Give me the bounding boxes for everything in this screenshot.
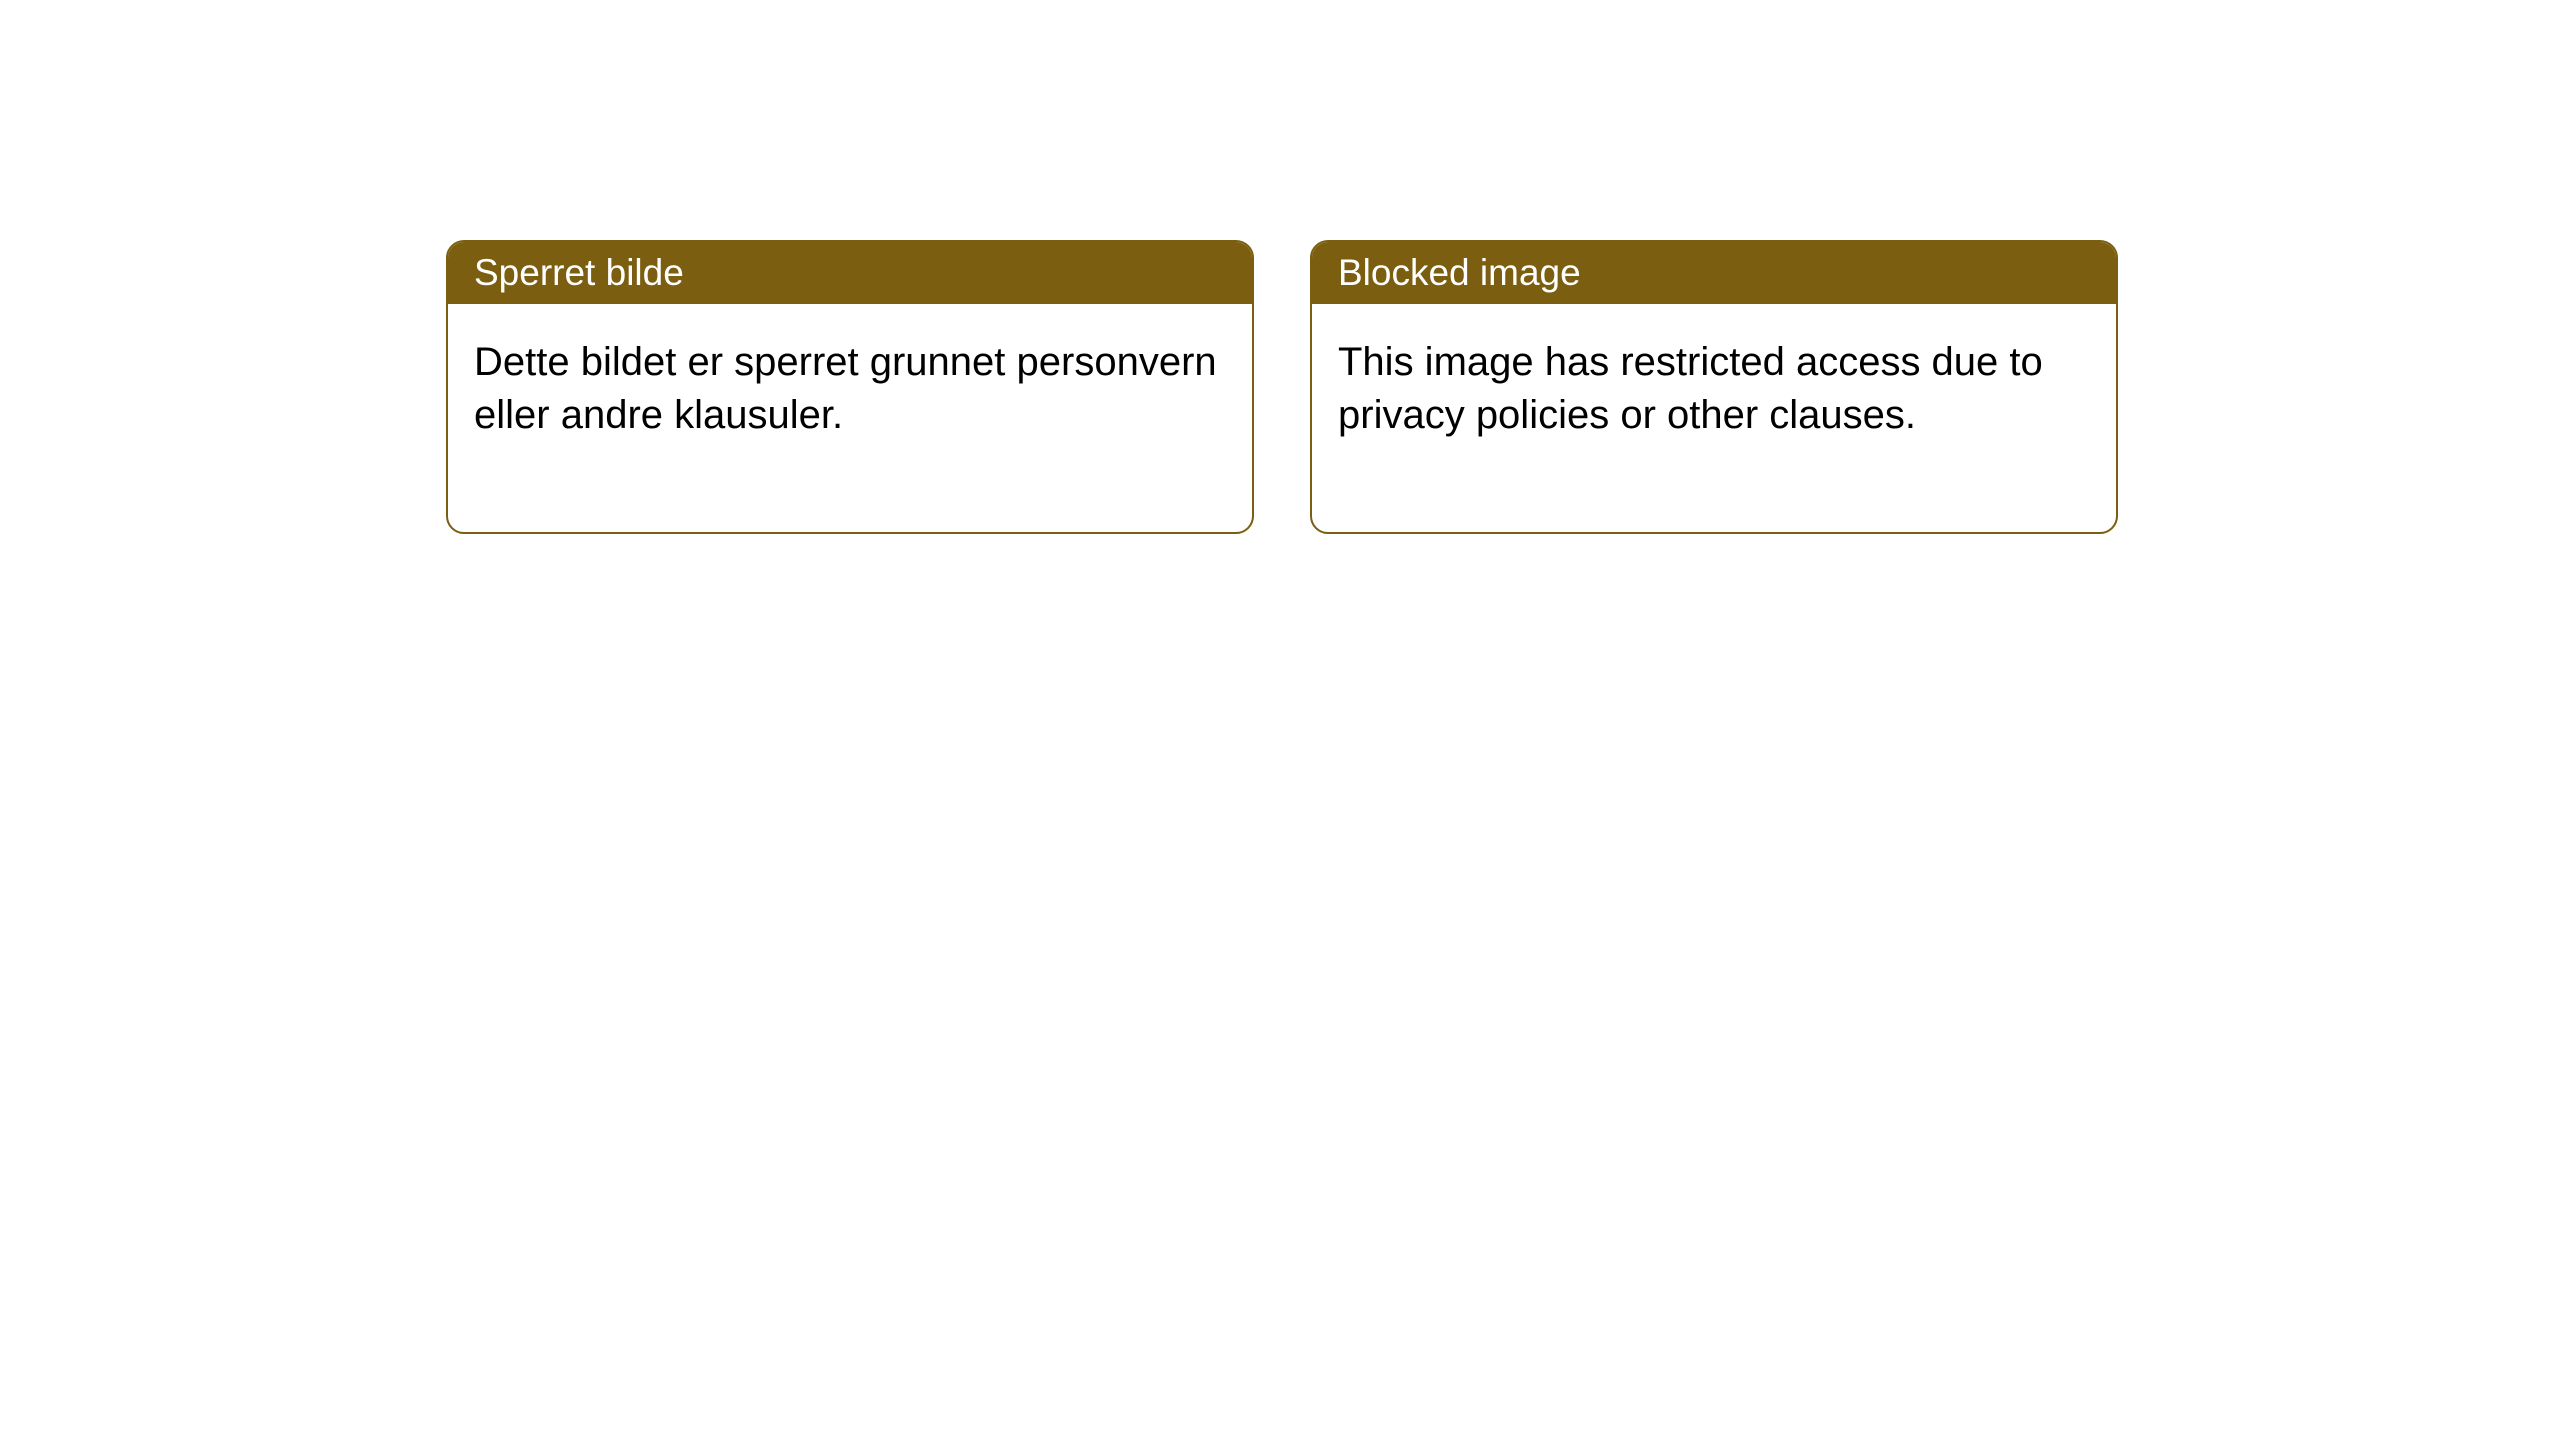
notice-title-english: Blocked image <box>1312 242 2116 304</box>
notice-body-norwegian: Dette bildet er sperret grunnet personve… <box>448 304 1252 532</box>
notice-body-english: This image has restricted access due to … <box>1312 304 2116 532</box>
notice-row: Sperret bilde Dette bildet er sperret gr… <box>446 240 2560 534</box>
notice-card-norwegian: Sperret bilde Dette bildet er sperret gr… <box>446 240 1254 534</box>
notice-title-norwegian: Sperret bilde <box>448 242 1252 304</box>
notice-card-english: Blocked image This image has restricted … <box>1310 240 2118 534</box>
